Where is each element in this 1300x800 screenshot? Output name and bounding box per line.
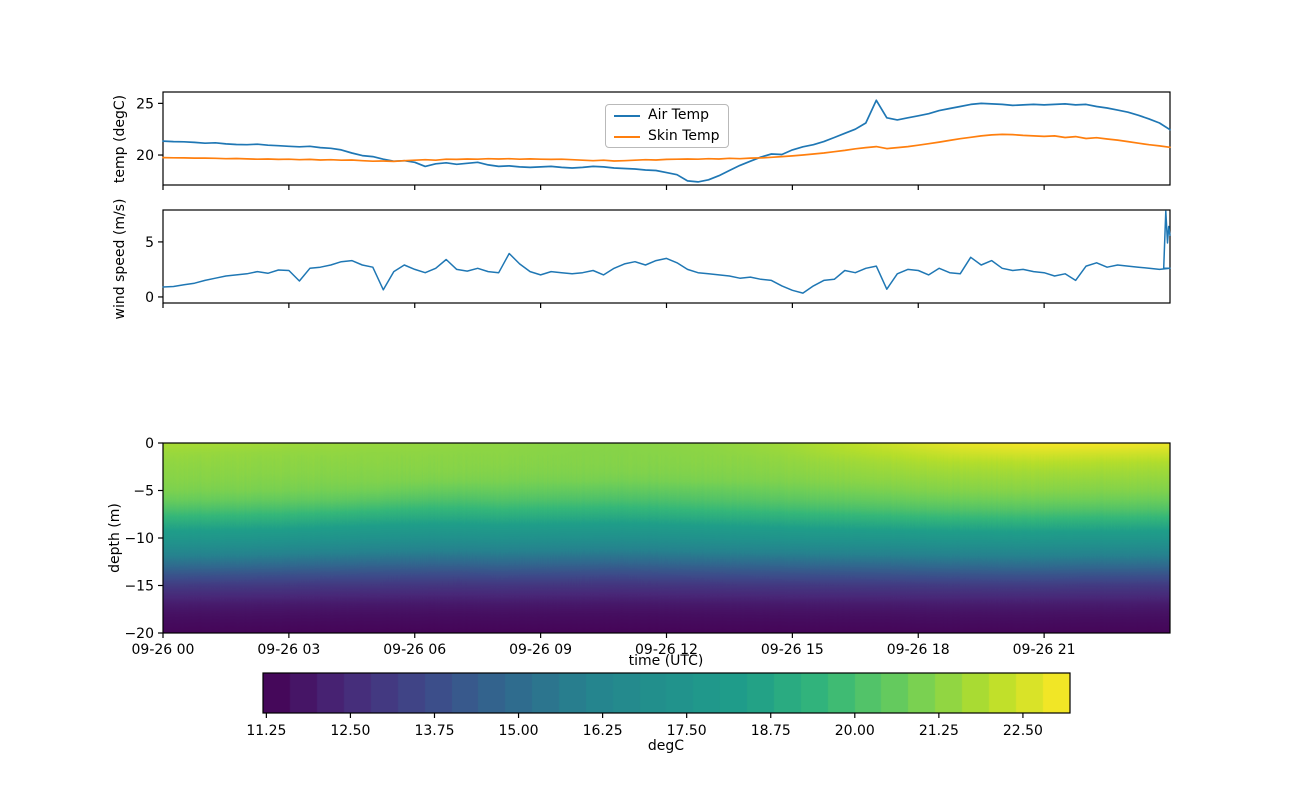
- wind-plot-frame: [162, 209, 1171, 304]
- colorbar-tick-label: 12.50: [330, 723, 370, 739]
- x-tick-label: 09-26 00: [132, 642, 195, 658]
- y-tick-label: 20: [136, 148, 154, 164]
- depth-tick-label: −15: [124, 579, 154, 595]
- colorbar-label: degC: [647, 738, 685, 754]
- colorbar-tick-label: 13.75: [414, 723, 454, 739]
- depth-axis-label: depth (m): [107, 503, 123, 573]
- x-tick-label: 09-26 18: [887, 642, 950, 658]
- colorbar-tick-label: 11.25: [246, 723, 286, 739]
- heatmap-frame: [162, 442, 1171, 634]
- colorbar-tick-label: 16.25: [583, 723, 623, 739]
- wind-axis-label: wind speed (m/s): [112, 198, 128, 320]
- x-tick-label: 09-26 09: [509, 642, 572, 658]
- x-tick-label: 09-26 12: [635, 642, 698, 658]
- depth-tick-label: −5: [133, 484, 154, 500]
- y-tick-label: 0: [145, 290, 154, 306]
- y-tick-label: 25: [136, 96, 154, 112]
- colorbar-frame: [262, 672, 1071, 714]
- legend-item-air-temp: Air Temp: [614, 107, 720, 124]
- x-tick-label: 09-26 21: [1013, 642, 1076, 658]
- depth-temperature-heatmap: [163, 443, 1170, 633]
- colorbar-tick-label: 17.50: [667, 723, 707, 739]
- x-tick-label: 09-26 15: [761, 642, 824, 658]
- legend-label-skin-temp: Skin Temp: [648, 128, 720, 144]
- wind-speed-line: [162, 210, 1171, 294]
- legend-label-air-temp: Air Temp: [648, 107, 709, 123]
- x-tick-label: 09-26 03: [257, 642, 320, 658]
- legend-item-skin-temp: Skin Temp: [614, 128, 720, 145]
- y-tick-label: 5: [145, 235, 154, 251]
- colorbar-tick-label: 18.75: [751, 723, 791, 739]
- legend: Air Temp Skin Temp: [605, 104, 729, 148]
- skin-temp-line: [162, 133, 1171, 163]
- colorbar-tick-label: 21.25: [919, 723, 959, 739]
- depth-tick-label: −10: [124, 531, 154, 547]
- depth-tick-label: −20: [124, 626, 154, 642]
- skin-temp-line-swatch: [614, 135, 640, 138]
- colorbar-tick-label: 22.50: [1003, 723, 1043, 739]
- time-axis-label: time (UTC): [628, 653, 704, 669]
- air-temp-line: [162, 99, 1171, 183]
- colorbar-tick-label: 20.00: [835, 723, 875, 739]
- colorbar-tick-label: 15.00: [499, 723, 539, 739]
- air-temp-line-swatch: [614, 114, 640, 117]
- x-tick-label: 09-26 06: [383, 642, 446, 658]
- depth-tick-label: 0: [145, 436, 154, 452]
- colorbar-gradient: [263, 673, 1070, 713]
